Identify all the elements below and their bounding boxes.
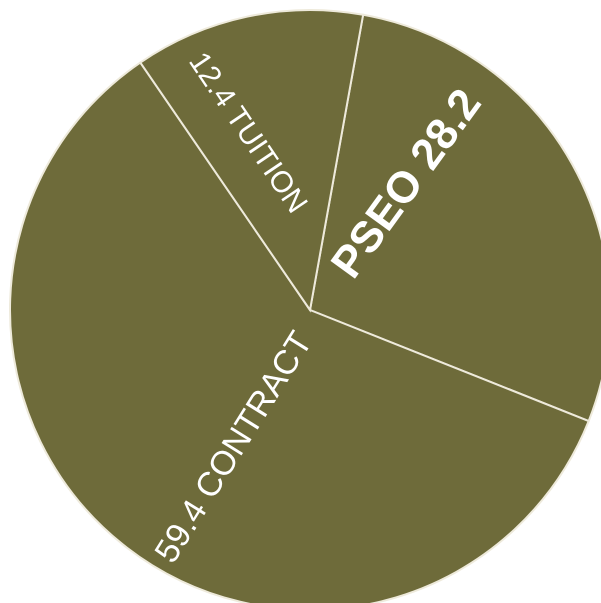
pie-slice-contract [9, 61, 591, 603]
pie-slice-pseo [308, 13, 601, 423]
pie-slices [9, 9, 601, 603]
pie-slice-tuition [138, 9, 365, 313]
